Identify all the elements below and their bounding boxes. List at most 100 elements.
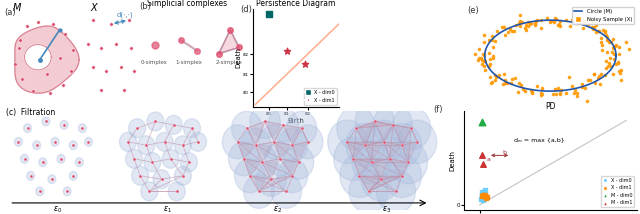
Circle shape xyxy=(144,153,161,172)
Circle shape xyxy=(284,145,314,179)
Point xyxy=(549,87,559,90)
Circle shape xyxy=(20,154,28,163)
Circle shape xyxy=(174,166,191,185)
Point xyxy=(479,53,490,57)
Text: 2-simplex: 2-simplex xyxy=(216,60,243,65)
Point xyxy=(579,19,589,22)
Circle shape xyxy=(27,171,35,180)
Point xyxy=(553,23,563,26)
Point xyxy=(556,89,566,92)
Point xyxy=(573,18,584,21)
Text: b: b xyxy=(503,150,507,155)
Text: 1-simplex: 1-simplex xyxy=(175,60,202,65)
Point xyxy=(596,43,607,47)
Circle shape xyxy=(392,107,431,150)
Text: $\varepsilon_1$: $\varepsilon_1$ xyxy=(163,205,172,214)
Point xyxy=(600,30,610,33)
Point xyxy=(470,53,481,56)
Text: Simplicial complexes: Simplicial complexes xyxy=(147,0,227,8)
Point xyxy=(479,197,490,200)
Circle shape xyxy=(60,120,68,129)
Point xyxy=(527,91,537,94)
Point xyxy=(583,78,593,82)
Point xyxy=(567,19,577,22)
Point xyxy=(498,82,508,86)
Circle shape xyxy=(156,132,173,151)
Polygon shape xyxy=(369,176,402,191)
Circle shape xyxy=(228,142,259,176)
Circle shape xyxy=(120,132,136,151)
Point xyxy=(593,30,604,33)
Text: 0-simplex: 0-simplex xyxy=(141,60,168,65)
Point xyxy=(606,64,616,68)
Point xyxy=(545,21,555,24)
Circle shape xyxy=(328,120,367,163)
Point xyxy=(569,91,579,95)
Point xyxy=(550,92,561,96)
Point xyxy=(515,19,525,23)
Point xyxy=(505,27,515,31)
Point xyxy=(591,24,602,27)
Circle shape xyxy=(63,187,71,196)
Point xyxy=(490,78,500,81)
Point xyxy=(614,53,625,56)
Point xyxy=(609,57,620,61)
Point xyxy=(487,38,497,42)
Point xyxy=(602,50,612,53)
Y-axis label: Death: Death xyxy=(236,47,241,68)
Point xyxy=(479,189,490,192)
Circle shape xyxy=(271,174,301,208)
Point xyxy=(612,61,623,64)
Point xyxy=(488,56,498,59)
Point xyxy=(509,29,520,33)
Point xyxy=(573,19,584,22)
Point xyxy=(478,193,488,196)
Text: $\varepsilon_2$: $\varepsilon_2$ xyxy=(273,205,282,214)
Point xyxy=(499,78,509,82)
Text: (f): (f) xyxy=(433,105,442,114)
Point xyxy=(477,195,487,198)
Point xyxy=(479,191,489,195)
Circle shape xyxy=(132,166,148,185)
X-axis label: Birth: Birth xyxy=(287,117,305,123)
Circle shape xyxy=(174,136,191,155)
Point xyxy=(593,29,603,33)
Polygon shape xyxy=(292,142,308,162)
Circle shape xyxy=(184,119,200,138)
Point xyxy=(608,37,618,40)
Text: M: M xyxy=(13,3,22,13)
Point xyxy=(579,86,589,90)
Point xyxy=(484,52,494,55)
Point xyxy=(477,190,487,193)
Point xyxy=(564,76,574,79)
Point xyxy=(613,61,623,64)
Point xyxy=(485,57,495,60)
Point xyxy=(621,40,631,44)
Circle shape xyxy=(388,140,428,184)
Point xyxy=(577,83,587,86)
Point xyxy=(514,82,524,85)
Point xyxy=(530,21,540,25)
Circle shape xyxy=(147,112,164,131)
Point xyxy=(472,59,483,62)
Point xyxy=(573,20,583,24)
Polygon shape xyxy=(393,125,411,145)
Point xyxy=(602,35,612,38)
Point xyxy=(548,92,558,96)
Point xyxy=(548,20,559,24)
Polygon shape xyxy=(384,142,402,159)
Point xyxy=(606,40,616,43)
Point xyxy=(550,16,560,20)
Point xyxy=(477,62,488,66)
Text: a: a xyxy=(487,158,491,162)
Circle shape xyxy=(162,149,179,168)
Polygon shape xyxy=(353,159,390,162)
Circle shape xyxy=(250,104,280,138)
Point xyxy=(616,78,626,82)
Circle shape xyxy=(364,120,403,163)
Point xyxy=(474,47,484,51)
Circle shape xyxy=(235,159,265,193)
Point xyxy=(561,18,572,22)
Point xyxy=(568,16,579,20)
Polygon shape xyxy=(265,122,284,142)
